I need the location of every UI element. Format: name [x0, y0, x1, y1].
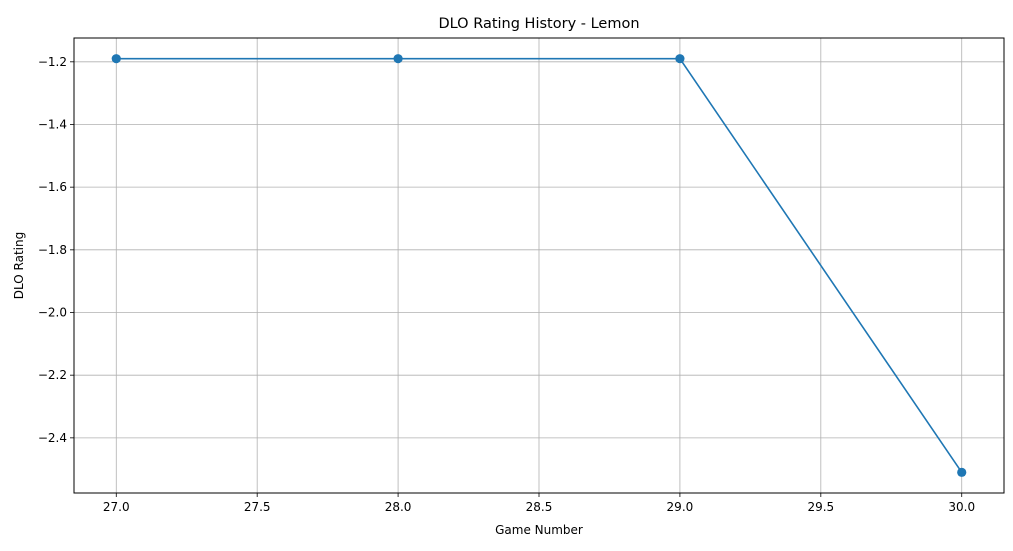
y-tick-label: −2.2 [38, 368, 67, 382]
x-tick-label: 29.0 [667, 500, 694, 514]
x-tick-label: 28.0 [385, 500, 412, 514]
data-point [957, 467, 967, 477]
x-tick-label: 30.0 [948, 500, 975, 514]
x-axis-label: Game Number [495, 523, 583, 537]
y-axis-label: DLO Rating [12, 232, 26, 299]
series-line [116, 57, 963, 473]
y-tick-label: −1.6 [38, 180, 67, 194]
data-point [111, 54, 121, 64]
data-point [675, 54, 685, 64]
x-tick-label: 28.5 [526, 500, 553, 514]
chart-title: DLO Rating History - Lemon [438, 16, 639, 32]
x-tick-label: 27.0 [103, 500, 130, 514]
series-layer [111, 54, 967, 477]
x-tick-label: 27.5 [244, 500, 271, 514]
y-tick-label: −1.4 [38, 117, 67, 131]
y-tick-label: −1.8 [38, 243, 67, 257]
ticks: 27.0 27.5 28.0 28.5 29.0 29.5 30.0 −1.2 −1.4 −1.6… [38, 55, 975, 514]
y-tick-label: −2.4 [38, 431, 67, 445]
y-tick-label: −1.2 [38, 55, 67, 69]
y-tick-label: −2.0 [38, 306, 67, 320]
x-tick-label: 29.5 [807, 500, 834, 514]
data-point [393, 54, 403, 64]
